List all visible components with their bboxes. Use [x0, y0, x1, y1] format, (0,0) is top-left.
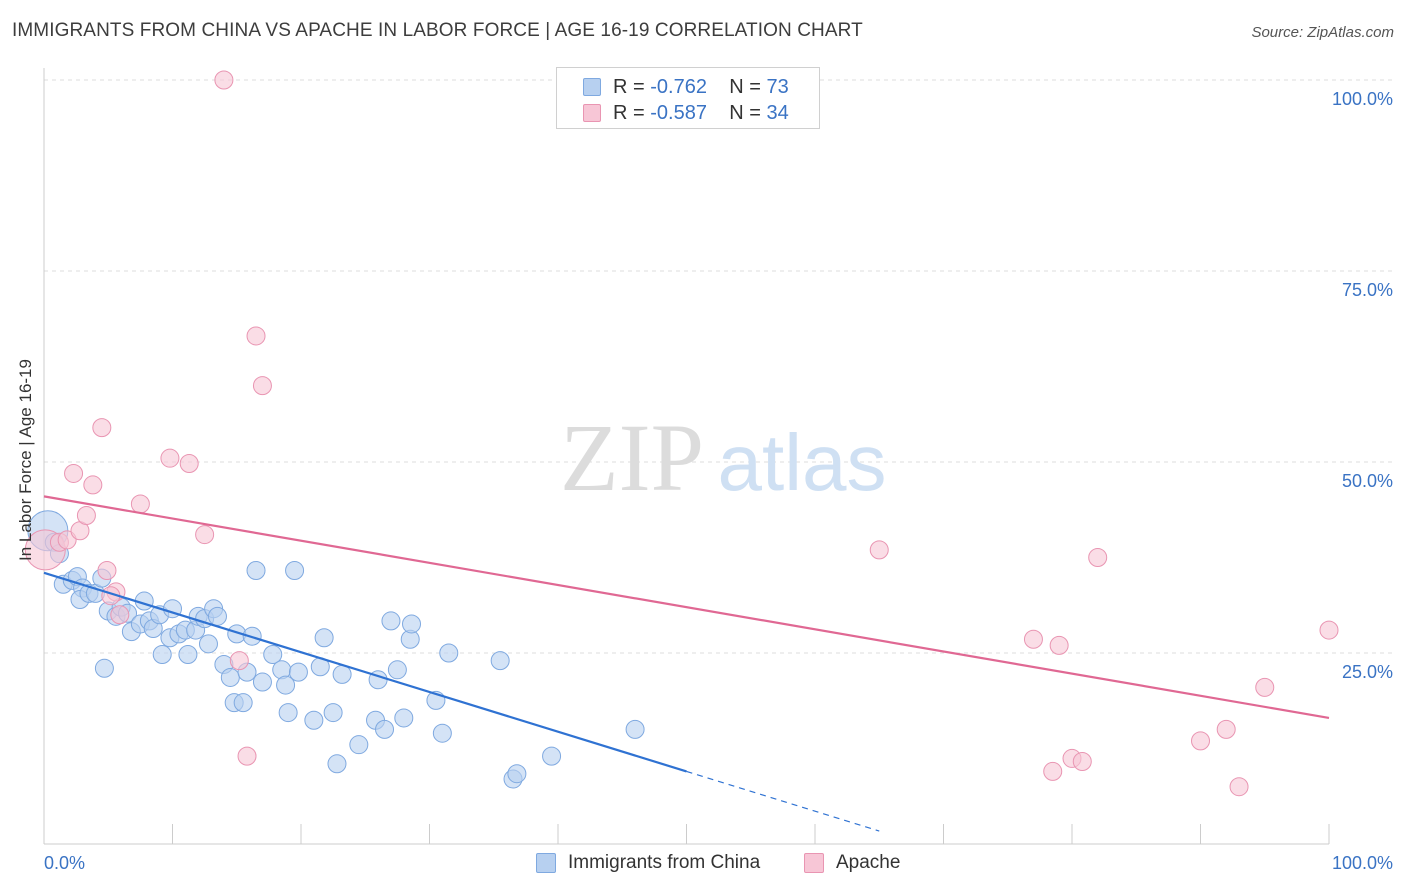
point-apache — [1043, 761, 1063, 781]
point-apache — [130, 494, 150, 514]
point-apache — [1072, 751, 1092, 771]
legend-label-apache: Apache — [836, 852, 901, 873]
swatch-apache — [583, 104, 601, 122]
point-china — [332, 664, 352, 684]
point-apache — [195, 525, 215, 545]
point-china — [402, 614, 422, 634]
point-china — [94, 658, 114, 678]
point-china — [375, 719, 395, 739]
point-apache — [57, 530, 77, 550]
y-tick-label: 100.0% — [1332, 89, 1393, 109]
point-china — [432, 723, 452, 743]
source-credit: Source: ZipAtlas.com — [1251, 24, 1394, 41]
point-china — [304, 710, 324, 730]
point-china — [490, 651, 510, 671]
point-apache — [1255, 677, 1275, 697]
point-apache — [214, 70, 234, 90]
point-apache — [237, 746, 257, 766]
point-apache — [1216, 719, 1236, 739]
point-china — [507, 764, 527, 784]
point-apache — [160, 448, 180, 468]
point-china — [233, 693, 253, 713]
point-china — [394, 708, 414, 728]
point-apache — [246, 326, 266, 346]
point-china — [327, 754, 347, 774]
n-value-apache: 34 — [766, 102, 789, 124]
point-china — [542, 746, 562, 766]
point-china — [152, 645, 172, 665]
point-china — [278, 703, 298, 723]
point-china — [349, 735, 369, 755]
point-china — [439, 643, 459, 663]
axes — [43, 68, 1330, 845]
legend-swatch-china — [536, 853, 556, 873]
point-china — [276, 675, 296, 695]
watermark-atlas: atlas — [718, 418, 887, 507]
point-apache — [1023, 629, 1043, 649]
point-apache — [1191, 731, 1210, 751]
point-china — [381, 611, 401, 631]
point-china — [323, 703, 343, 723]
trend-extension-china — [686, 770, 880, 832]
y-tick-label: 75.0% — [1342, 280, 1393, 300]
point-china — [207, 606, 227, 626]
point-china — [252, 672, 272, 692]
y-axis-label: In Labor Force | Age 16-19 — [16, 359, 35, 561]
point-china — [387, 660, 407, 680]
point-china — [220, 667, 240, 687]
point-apache — [97, 560, 117, 580]
point-china — [246, 560, 266, 580]
point-apache — [1319, 620, 1339, 640]
x-tick-label-max: 100.0% — [1332, 853, 1393, 873]
point-apache — [83, 475, 103, 495]
trend-line-apache — [43, 495, 1330, 720]
point-apache — [1229, 777, 1249, 797]
r-label: R = — [613, 76, 651, 98]
point-apache — [110, 605, 130, 625]
legend-swatch-apache — [804, 853, 824, 873]
legend-label-china: Immigrants from China — [568, 852, 761, 873]
y-tick-label: 25.0% — [1342, 662, 1393, 682]
swatch-china — [583, 78, 601, 96]
r-value-china: -0.762 — [650, 76, 707, 98]
point-apache — [179, 454, 199, 474]
tick-labels: 25.0% 50.0% 75.0% 100.0% 0.0% 100.0% — [44, 89, 1393, 873]
point-china — [314, 628, 334, 648]
point-apache — [869, 540, 889, 560]
series-legend: Immigrants from China Apache — [0, 852, 1406, 878]
chart-title: IMMIGRANTS FROM CHINA VS APACHE IN LABOR… — [12, 20, 863, 41]
stats-legend: R = -0.762 N = 73 R = -0.587 N = 34 — [556, 67, 820, 129]
grid-lines — [44, 79, 1392, 654]
point-apache — [229, 651, 249, 671]
point-apache — [76, 505, 96, 525]
n-label: N = — [729, 102, 767, 124]
point-china — [198, 634, 218, 654]
r-label: R = — [613, 102, 651, 124]
point-china — [288, 662, 308, 682]
watermark: ZIP atlas — [560, 404, 886, 511]
trend-line-china — [43, 571, 687, 773]
r-value-apache: -0.587 — [650, 102, 707, 124]
watermark-zip: ZIP — [560, 404, 704, 511]
point-apache — [92, 418, 112, 438]
point-apache — [64, 463, 84, 483]
point-china — [625, 719, 645, 739]
point-apache — [1088, 548, 1108, 567]
y-tick-label: 50.0% — [1342, 471, 1393, 491]
point-apache — [1049, 635, 1069, 655]
x-tick-label-min: 0.0% — [44, 853, 85, 873]
n-label: N = — [729, 76, 767, 98]
data-points — [24, 70, 1339, 797]
trend-lines — [43, 495, 1330, 832]
point-china — [263, 645, 283, 665]
n-value-china: 73 — [766, 76, 789, 98]
point-apache — [252, 376, 272, 396]
point-china — [285, 560, 305, 580]
point-china — [178, 645, 198, 665]
